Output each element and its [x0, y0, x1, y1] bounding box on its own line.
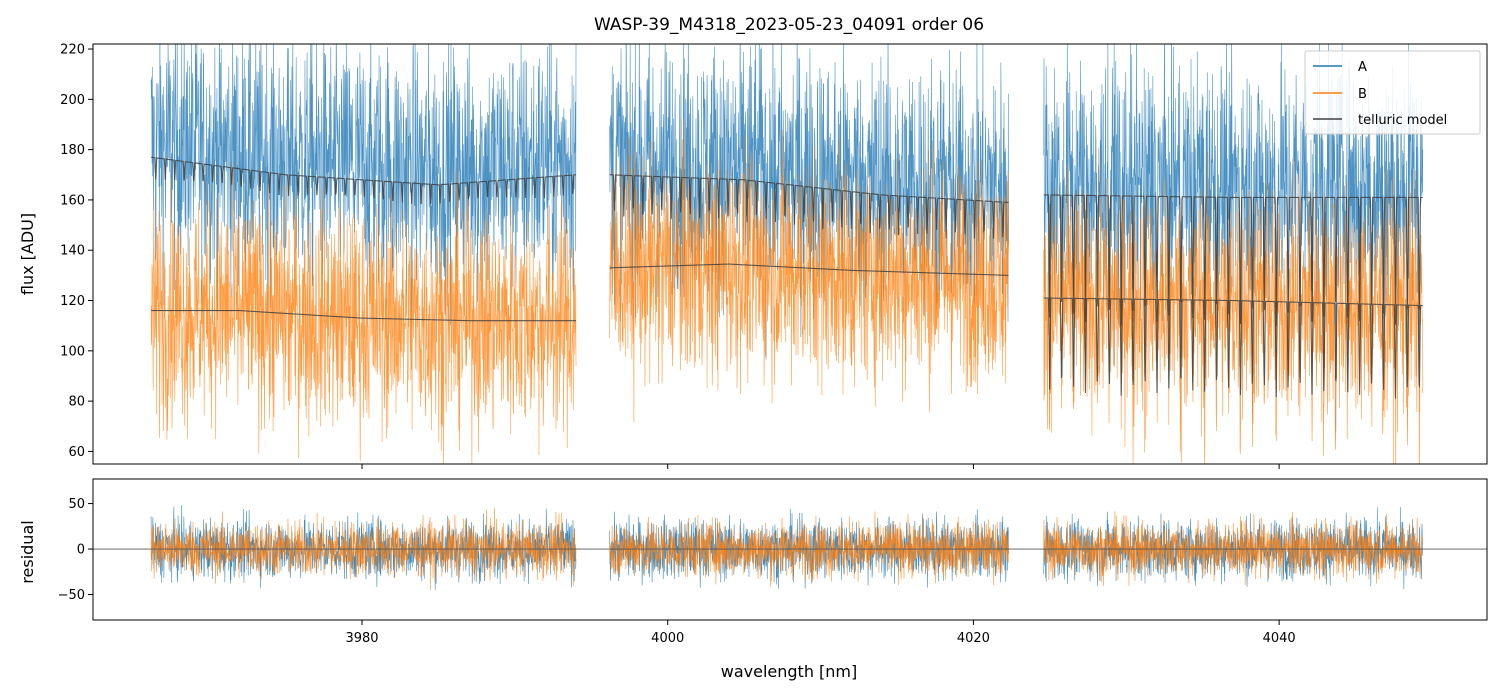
telluric-model-a-segment-3: [1043, 194, 1423, 326]
telluric-model-b-segment-2: [609, 263, 1009, 276]
residual-panel: −50 0 50 3980 4000 4020 4040 residual: [18, 478, 1488, 646]
flux-y-tick-label: 140: [60, 244, 85, 259]
chart-title: WASP-39_M4318_2023-05-23_04091 order 06: [594, 15, 984, 35]
residual-b-segment-3: [1043, 511, 1424, 587]
residual-b-segment-2: [609, 511, 1009, 588]
flux-x-ticks: [361, 464, 1280, 469]
flux-panel: 60 80 100 120 140 160 180 200 220 flux [ADU] A B…: [18, 43, 1488, 469]
flux-y-tick-label: 100: [60, 344, 85, 359]
x-tick-label: 4040: [1263, 631, 1296, 646]
flux-y-tick-label: 80: [68, 395, 85, 410]
telluric-model-a-segment-1: [151, 156, 577, 205]
legend-label-a: A: [1358, 60, 1367, 75]
telluric-model-b-segment-1: [151, 310, 577, 322]
flux-y-tick-label: 160: [60, 193, 85, 208]
legend-label-telluric: telluric model: [1358, 113, 1447, 128]
legend-label-b: B: [1358, 87, 1367, 102]
legend-box: [1304, 50, 1481, 135]
residual-y-tick-label: 0: [77, 543, 85, 558]
flux-y-tick-label: 220: [60, 43, 85, 58]
residual-plot-area: [93, 504, 1487, 591]
series-b-segment-1: [150, 162, 577, 464]
x-tick-label: 3980: [345, 631, 378, 646]
flux-panel-frame: [92, 43, 1488, 465]
series-a-segment-1: [150, 44, 577, 330]
flux-y-tick-label: 200: [60, 93, 85, 108]
flux-y-tick-label: 180: [60, 143, 85, 158]
flux-y-axis: 60 80 100 120 140 160 180 200 220: [60, 43, 93, 460]
flux-plot-area: [150, 44, 1424, 464]
flux-y-label: flux [ADU]: [18, 213, 37, 295]
x-axis: 3980 4000 4020 4040: [345, 620, 1296, 646]
residual-y-tick-label: 50: [68, 497, 85, 512]
x-tick-label: 4000: [651, 631, 684, 646]
flux-y-tick-label: 120: [60, 294, 85, 309]
telluric-model-b-segment-3: [1043, 297, 1423, 399]
series-b-segment-2: [609, 118, 1009, 423]
residual-y-tick-label: −50: [58, 588, 85, 603]
residual-y-label: residual: [18, 520, 37, 583]
x-axis-label: wavelength [nm]: [721, 662, 858, 681]
x-tick-label: 4020: [957, 631, 990, 646]
flux-y-tick-label: 60: [68, 445, 85, 460]
residual-y-axis: −50 0 50: [58, 497, 93, 603]
legend: A B telluric model: [1304, 50, 1481, 135]
telluric-model-a-segment-2: [609, 174, 1009, 239]
